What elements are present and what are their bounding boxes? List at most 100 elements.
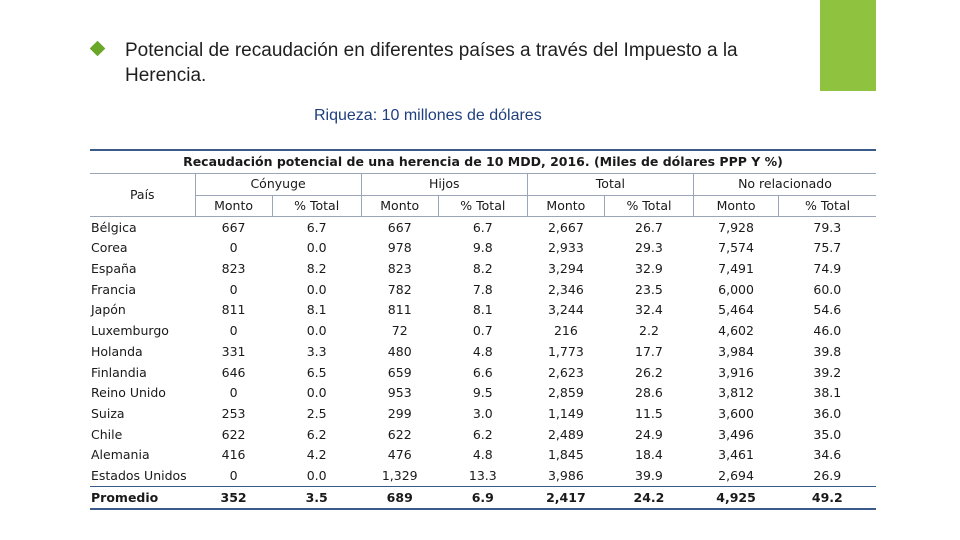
country-cell: Reino Unido bbox=[91, 385, 166, 401]
value-cell: 1,845 bbox=[547, 447, 584, 463]
country-cell: Chile bbox=[91, 426, 123, 442]
value-cell: 6.7 bbox=[306, 219, 327, 235]
value-cell: 3,244 bbox=[547, 302, 584, 318]
value-cell: 17.7 bbox=[635, 343, 663, 359]
table-row: Japón 811 8.1 811 8.1 3,244 32.4 5,464 54.6 bbox=[90, 300, 876, 321]
value-cell: 0.0 bbox=[306, 281, 327, 297]
subheader-cell: Monto bbox=[194, 195, 273, 218]
value-cell: 331 bbox=[221, 343, 246, 359]
subheader-cell: % Total bbox=[778, 195, 876, 218]
value-cell: 953 bbox=[387, 385, 412, 401]
value-cell: 667 bbox=[221, 219, 246, 235]
country-cell: Alemania bbox=[91, 447, 150, 463]
value-cell: 2,623 bbox=[547, 364, 584, 380]
value-cell: 6.7 bbox=[472, 219, 493, 235]
value-cell: 4,602 bbox=[718, 323, 754, 339]
value-cell: 39.9 bbox=[635, 467, 663, 483]
value-cell: 978 bbox=[387, 240, 412, 256]
value-cell: 0.7 bbox=[472, 323, 493, 339]
total-row: Promedio 352 3.5 689 6.9 2,417 24.2 4,925 49.2 bbox=[90, 486, 876, 511]
value-cell: 811 bbox=[221, 302, 246, 318]
value-cell: 216 bbox=[553, 323, 578, 339]
value-cell: 2,489 bbox=[547, 426, 584, 442]
diamond-bullet-icon bbox=[89, 40, 106, 57]
value-cell: 2,417 bbox=[527, 486, 605, 511]
value-cell: 38.1 bbox=[813, 385, 842, 401]
group-header-total: Total bbox=[526, 173, 694, 196]
value-cell: 622 bbox=[221, 426, 246, 442]
value-cell: 24.9 bbox=[635, 426, 663, 442]
value-cell: 74.9 bbox=[813, 261, 842, 277]
value-cell: 8.2 bbox=[472, 261, 493, 277]
slide-heading: Potencial de recaudación en diferentes p… bbox=[125, 40, 738, 86]
value-cell: 0 bbox=[229, 281, 238, 297]
value-cell: 32.4 bbox=[635, 302, 663, 318]
value-cell: 5,464 bbox=[718, 302, 754, 318]
value-cell: 3,812 bbox=[718, 385, 754, 401]
value-cell: 2,667 bbox=[547, 219, 584, 235]
value-cell: 6.6 bbox=[472, 364, 493, 380]
group-header-hijos: Hijos bbox=[360, 173, 528, 196]
value-cell: 0 bbox=[229, 385, 238, 401]
value-cell: 823 bbox=[221, 261, 246, 277]
table-row: Luxemburgo 0 0.0 72 0.7 216 2.2 4,602 46.0 bbox=[90, 321, 876, 342]
table-row: Reino Unido 0 0.0 953 9.5 2,859 28.6 3,812 38.1 bbox=[90, 383, 876, 404]
value-cell: 6.2 bbox=[472, 426, 493, 442]
country-cell: Suiza bbox=[91, 405, 125, 421]
subheader-cell: % Total bbox=[603, 195, 694, 218]
value-cell: 29.3 bbox=[635, 240, 663, 256]
value-cell: 26.7 bbox=[635, 219, 663, 235]
value-cell: 352 bbox=[195, 486, 273, 511]
value-cell: 3.5 bbox=[272, 486, 362, 511]
value-cell: 4.8 bbox=[472, 343, 493, 359]
value-cell: 3,294 bbox=[547, 261, 584, 277]
value-cell: 3,916 bbox=[718, 364, 754, 380]
value-cell: 7,491 bbox=[718, 261, 754, 277]
value-cell: 6,000 bbox=[718, 281, 754, 297]
value-cell: 9.8 bbox=[472, 240, 493, 256]
slide-subheading: Riqueza: 10 millones de dólares bbox=[314, 107, 542, 124]
value-cell: 23.5 bbox=[635, 281, 663, 297]
value-cell: 4.8 bbox=[472, 447, 493, 463]
value-cell: 28.6 bbox=[635, 385, 663, 401]
data-table-container: Recaudación potencial de una herencia de… bbox=[90, 149, 876, 511]
country-cell: Promedio bbox=[90, 486, 195, 511]
value-cell: 4.2 bbox=[306, 447, 327, 463]
value-cell: 646 bbox=[221, 364, 246, 380]
value-cell: 2,859 bbox=[547, 385, 584, 401]
subheader-cell: % Total bbox=[271, 195, 362, 218]
value-cell: 782 bbox=[387, 281, 412, 297]
subheader-cell: Monto bbox=[692, 195, 779, 218]
value-cell: 24.2 bbox=[604, 486, 694, 511]
value-cell: 72 bbox=[391, 323, 408, 339]
value-cell: 253 bbox=[221, 405, 246, 421]
value-cell: 622 bbox=[387, 426, 412, 442]
value-cell: 35.0 bbox=[813, 426, 842, 442]
value-cell: 4,925 bbox=[693, 486, 779, 511]
value-cell: 13.3 bbox=[468, 467, 497, 483]
table-row: Corea 0 0.0 978 9.8 2,933 29.3 7,574 75.7 bbox=[90, 238, 876, 259]
value-cell: 7,928 bbox=[718, 219, 754, 235]
value-cell: 7,574 bbox=[718, 240, 754, 256]
value-cell: 2,933 bbox=[547, 240, 584, 256]
value-cell: 3.3 bbox=[306, 343, 327, 359]
value-cell: 3,984 bbox=[718, 343, 754, 359]
value-cell: 3.0 bbox=[472, 405, 493, 421]
accent-bar bbox=[820, 0, 876, 91]
country-cell: Holanda bbox=[91, 343, 143, 359]
value-cell: 26.9 bbox=[813, 467, 842, 483]
table-row: Holanda 331 3.3 480 4.8 1,773 17.7 3,984 39.8 bbox=[90, 342, 876, 363]
table-row: Alemania 416 4.2 476 4.8 1,845 18.4 3,461 34.6 bbox=[90, 445, 876, 466]
value-cell: 0 bbox=[229, 240, 238, 256]
value-cell: 79.3 bbox=[813, 219, 842, 235]
country-cell: España bbox=[91, 261, 137, 277]
subheader-cell: Monto bbox=[360, 195, 439, 218]
value-cell: 1,773 bbox=[547, 343, 584, 359]
value-cell: 0.0 bbox=[306, 385, 327, 401]
country-cell: Corea bbox=[91, 240, 128, 256]
row-header-pais: País bbox=[90, 173, 195, 218]
value-cell: 6.2 bbox=[306, 426, 327, 442]
value-cell: 1,149 bbox=[547, 405, 584, 421]
subheader-cell: Monto bbox=[526, 195, 605, 218]
table-row: Francia 0 0.0 782 7.8 2,346 23.5 6,000 60.0 bbox=[90, 279, 876, 300]
